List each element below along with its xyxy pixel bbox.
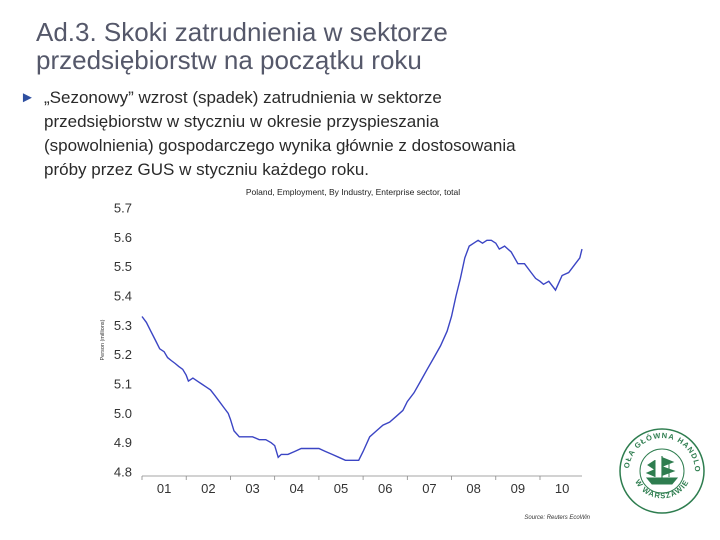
bullet-point: ► „Sezonowy” wzrost (spadek) zatrudnieni… xyxy=(20,86,660,182)
bullet-line-3: (spowolnienia) gospodarczego wynika głów… xyxy=(44,136,516,155)
university-logo: SZKOŁA GŁÓWNA HANDLOWA W WARSZAWIE xyxy=(613,419,707,516)
y-tick-label: 5.6 xyxy=(114,230,132,245)
employment-chart: Poland, Employment, By Industry, Enterpr… xyxy=(98,184,598,524)
x-tick-label: 05 xyxy=(334,481,348,496)
y-tick-label: 4.9 xyxy=(114,435,132,450)
slide-title: Ad.3. Skoki zatrudnienia w sektorze prze… xyxy=(36,18,696,74)
y-tick-label: 5.7 xyxy=(114,201,132,216)
x-tick-label: 01 xyxy=(157,481,171,496)
x-tick-label: 02 xyxy=(201,481,215,496)
x-axis-ticks: 01 02 03 04 05 06 07 08 09 10 xyxy=(141,476,569,496)
x-tick-label: 04 xyxy=(290,481,304,496)
ship-icon xyxy=(645,456,679,485)
bullet-line-2: przedsiębiorstw w styczniu w okresie prz… xyxy=(44,112,439,131)
chart-svg: Poland, Employment, By Industry, Enterpr… xyxy=(100,187,591,521)
title-line-1: Ad.3. Skoki zatrudnienia w sektorze xyxy=(36,17,448,47)
y-tick-label: 5.3 xyxy=(114,318,132,333)
y-axis-ticks: 5.7 5.6 5.5 5.4 5.3 5.2 5.1 5.0 4.9 4.8 xyxy=(114,201,132,480)
sgh-seal-icon: SZKOŁA GŁÓWNA HANDLOWA W WARSZAWIE xyxy=(613,419,705,514)
y-tick-label: 5.4 xyxy=(114,289,132,304)
chart-source: Source: Reuters EcoWin xyxy=(524,515,590,521)
series-line xyxy=(141,239,583,461)
y-tick-label: 5.1 xyxy=(114,377,132,392)
bullet-line-1: „Sezonowy” wzrost (spadek) zatrudnienia … xyxy=(44,88,442,107)
x-tick-label: 03 xyxy=(245,481,259,496)
x-tick-label: 09 xyxy=(511,481,525,496)
x-tick-label: 06 xyxy=(378,481,392,496)
chart-title: Poland, Employment, By Industry, Enterpr… xyxy=(246,187,460,197)
y-tick-label: 4.8 xyxy=(114,465,132,480)
title-line-2: przedsiębiorstw na początku roku xyxy=(36,45,422,75)
y-tick-label: 5.5 xyxy=(114,259,132,274)
y-tick-label: 5.2 xyxy=(114,347,132,362)
x-tick-label: 10 xyxy=(555,481,569,496)
bullet-arrow-icon: ► xyxy=(20,89,35,106)
x-tick-label: 08 xyxy=(466,481,480,496)
bullet-line-4: próby przez GUS w styczniu każdego roku. xyxy=(44,160,370,179)
y-tick-label: 5.0 xyxy=(114,406,132,421)
x-tick-label: 07 xyxy=(422,481,436,496)
y-axis-label: Person (millions) xyxy=(100,319,106,360)
